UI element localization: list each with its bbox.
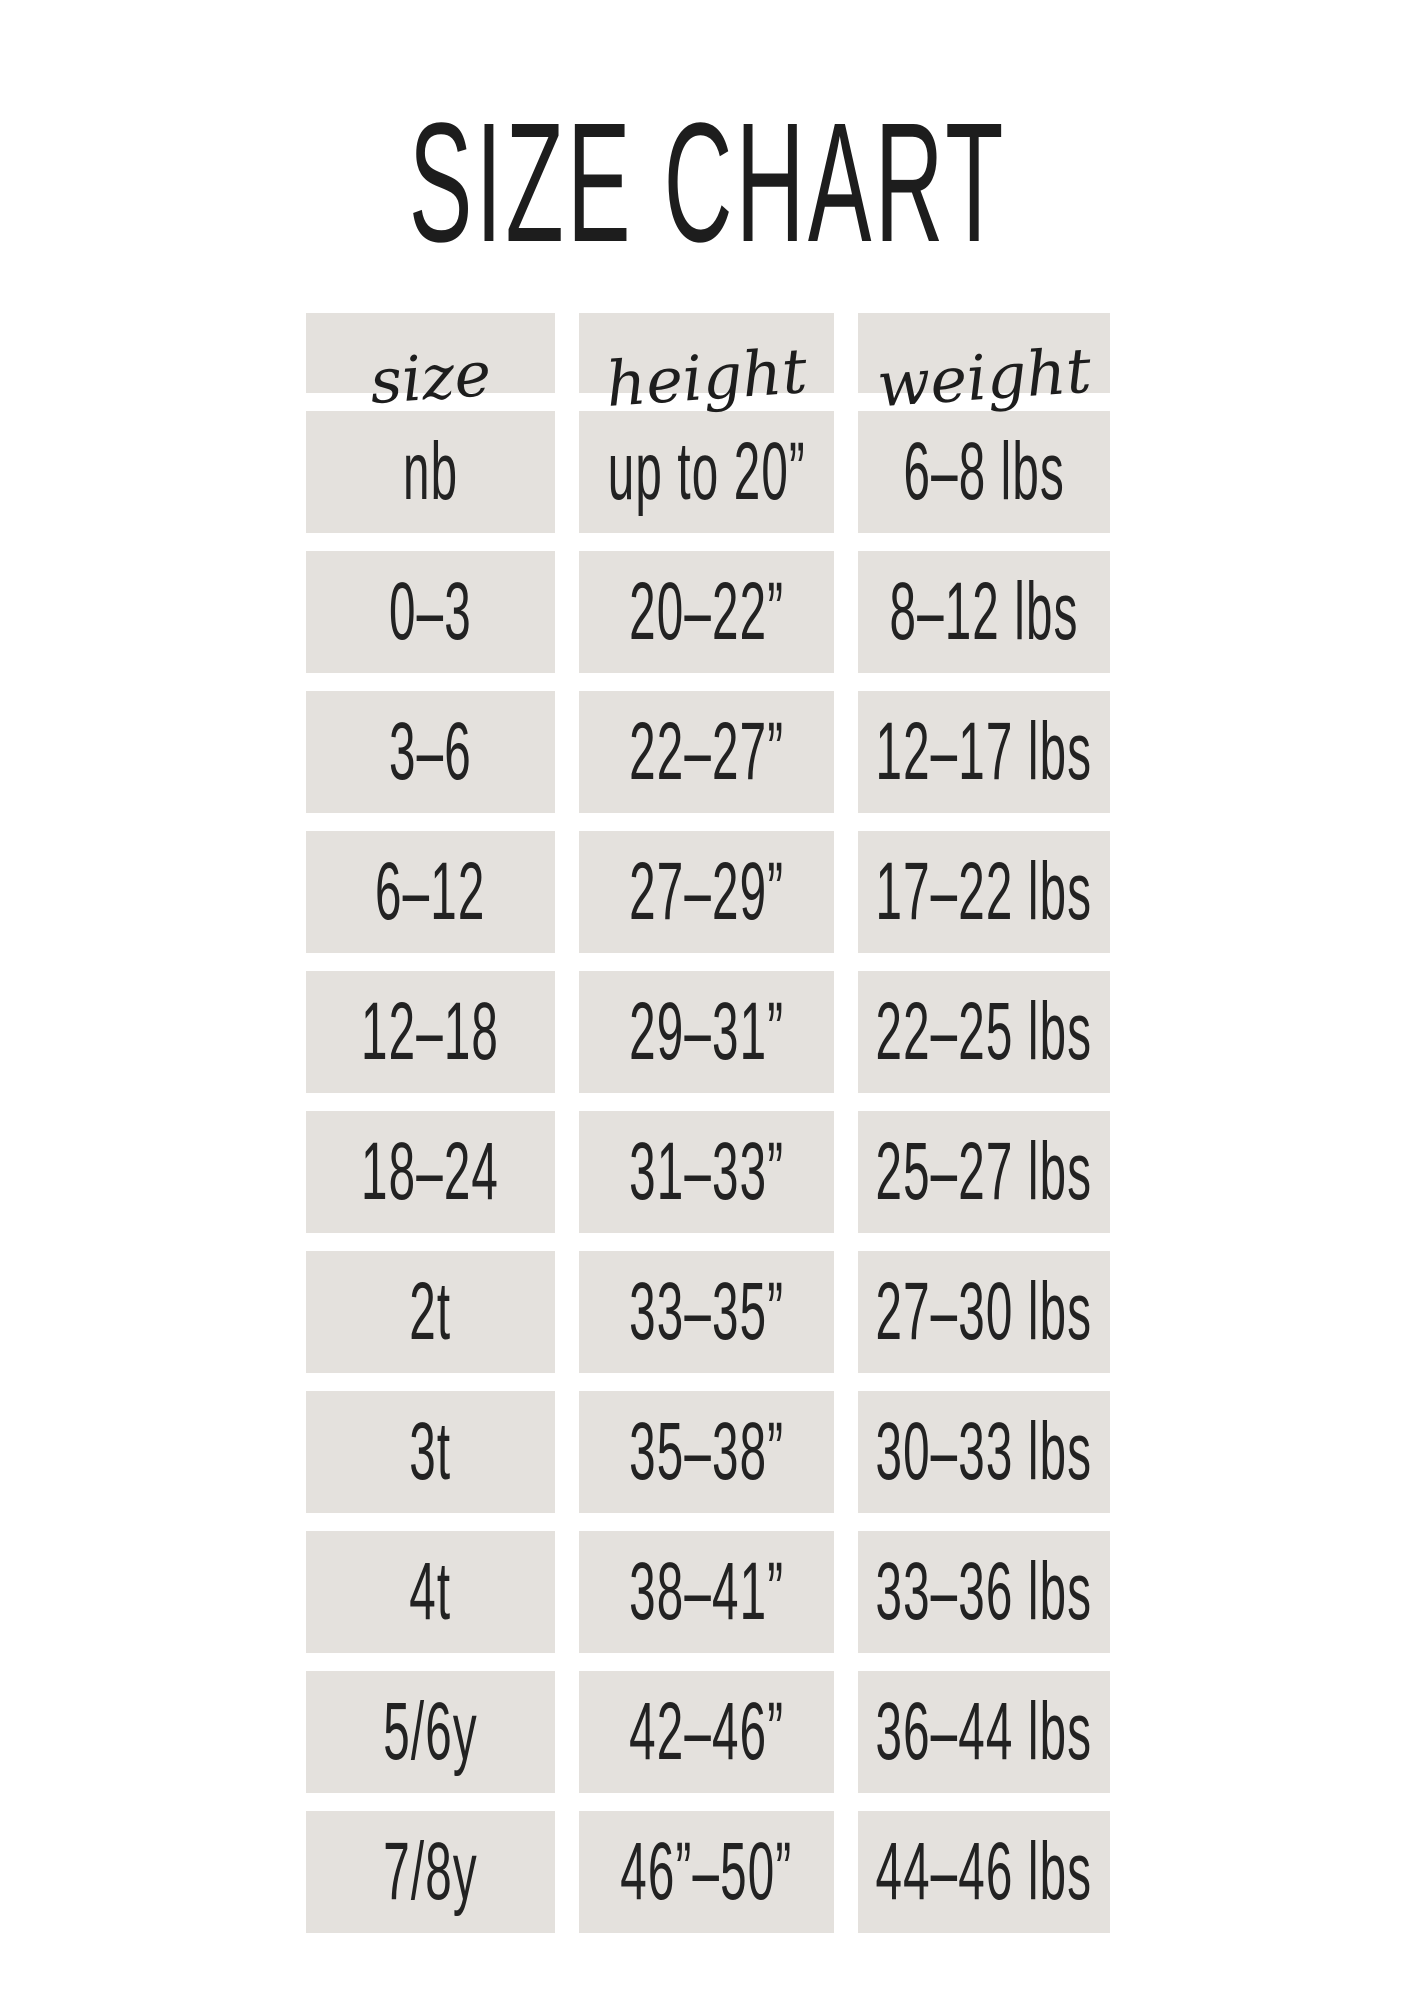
table-cell-weight-row7: 27–30 lbs [858, 1251, 1110, 1373]
table-cell-weight-row1: 6–8 lbs [858, 411, 1110, 533]
column-header-size: size [306, 313, 555, 418]
table-cell-value: 20–22” [628, 566, 785, 657]
table-cell-height-row3: 22–27” [579, 691, 834, 813]
table-cell-height-row11: 46”–50” [579, 1811, 834, 1933]
column-header-height: height [579, 313, 834, 420]
table-cell-weight-row6: 25–27 lbs [858, 1111, 1110, 1233]
table-cell-value: 6–12 [375, 846, 486, 937]
table-cell-size-row8: 3t [306, 1391, 555, 1513]
table-cell-weight-row3: 12–17 lbs [858, 691, 1110, 813]
table-cell-height-row8: 35–38” [579, 1391, 834, 1513]
table-cell-value: 44–46 lbs [875, 1826, 1093, 1917]
table-cell-size-row6: 18–24 [306, 1111, 555, 1233]
table-cell-value: 27–30 lbs [875, 1266, 1093, 1357]
table-cell-value: 2t [409, 1266, 452, 1357]
table-cell-weight-row9: 33–36 lbs [858, 1531, 1110, 1653]
table-cell-size-row5: 12–18 [306, 971, 555, 1093]
table-cell-value: 27–29” [628, 846, 785, 937]
table-cell-height-row4: 27–29” [579, 831, 834, 953]
table-cell-weight-row10: 36–44 lbs [858, 1671, 1110, 1793]
table-cell-weight-row4: 17–22 lbs [858, 831, 1110, 953]
table-cell-value: 3t [409, 1406, 452, 1497]
table-cell-value: 22–27” [628, 706, 785, 797]
table-cell-value: 42–46” [628, 1686, 785, 1777]
table-cell-value: nb [402, 426, 459, 517]
table-cell-value: 33–35” [628, 1266, 785, 1357]
table-cell-value: 31–33” [628, 1126, 785, 1217]
table-cell-value: 12–17 lbs [875, 706, 1093, 797]
table-cell-value: 3–6 [389, 706, 472, 797]
table-cell-size-row3: 3–6 [306, 691, 555, 813]
table-cell-height-row5: 29–31” [579, 971, 834, 1093]
column-header-weight: weight [858, 313, 1110, 421]
table-cell-value: 7/8y [383, 1826, 478, 1917]
table-cell-size-row4: 6–12 [306, 831, 555, 953]
table-cell-height-row2: 20–22” [579, 551, 834, 673]
table-cell-height-row7: 33–35” [579, 1251, 834, 1373]
table-cell-value: 46”–50” [620, 1826, 793, 1917]
page-title-text: SIZE CHART [408, 88, 1007, 278]
column-header-weight-label: weight [874, 333, 1094, 421]
table-cell-size-row7: 2t [306, 1251, 555, 1373]
table-cell-value: 35–38” [628, 1406, 785, 1497]
table-cell-size-row2: 0–3 [306, 551, 555, 673]
table-cell-size-row10: 5/6y [306, 1671, 555, 1793]
table-cell-value: 33–36 lbs [875, 1546, 1093, 1637]
table-cell-height-row1: up to 20” [579, 411, 834, 533]
table-cell-value: 30–33 lbs [875, 1406, 1093, 1497]
table-cell-value: 38–41” [628, 1546, 785, 1637]
table-cell-value: 22–25 lbs [875, 986, 1093, 1077]
table-cell-height-row10: 42–46” [579, 1671, 834, 1793]
table-cell-value: 0–3 [389, 566, 472, 657]
table-cell-value: 8–12 lbs [889, 566, 1079, 657]
column-header-size-label: size [367, 336, 494, 418]
column-header-height-label: height [603, 333, 810, 421]
table-cell-value: 36–44 lbs [875, 1686, 1093, 1777]
table-cell-height-row9: 38–41” [579, 1531, 834, 1653]
table-cell-value: 12–18 [361, 986, 500, 1077]
table-cell-value: 6–8 lbs [903, 426, 1065, 517]
size-table: size height weight nb up to 20” 6–8 lbs 0–3… [306, 313, 1110, 1933]
table-cell-value: 18–24 [361, 1126, 500, 1217]
table-cell-weight-row11: 44–46 lbs [858, 1811, 1110, 1933]
table-cell-value: up to 20” [607, 426, 806, 517]
table-cell-size-row1: nb [306, 411, 555, 533]
table-cell-size-row11: 7/8y [306, 1811, 555, 1933]
table-cell-value: 4t [409, 1546, 452, 1637]
table-cell-value: 25–27 lbs [875, 1126, 1093, 1217]
table-cell-weight-row5: 22–25 lbs [858, 971, 1110, 1093]
table-cell-size-row9: 4t [306, 1531, 555, 1653]
table-cell-value: 17–22 lbs [875, 846, 1093, 937]
table-cell-weight-row8: 30–33 lbs [858, 1391, 1110, 1513]
page-title: SIZE CHART [0, 98, 1415, 268]
table-cell-value: 29–31” [628, 986, 785, 1077]
table-cell-weight-row2: 8–12 lbs [858, 551, 1110, 673]
table-cell-value: 5/6y [383, 1686, 478, 1777]
table-cell-height-row6: 31–33” [579, 1111, 834, 1233]
